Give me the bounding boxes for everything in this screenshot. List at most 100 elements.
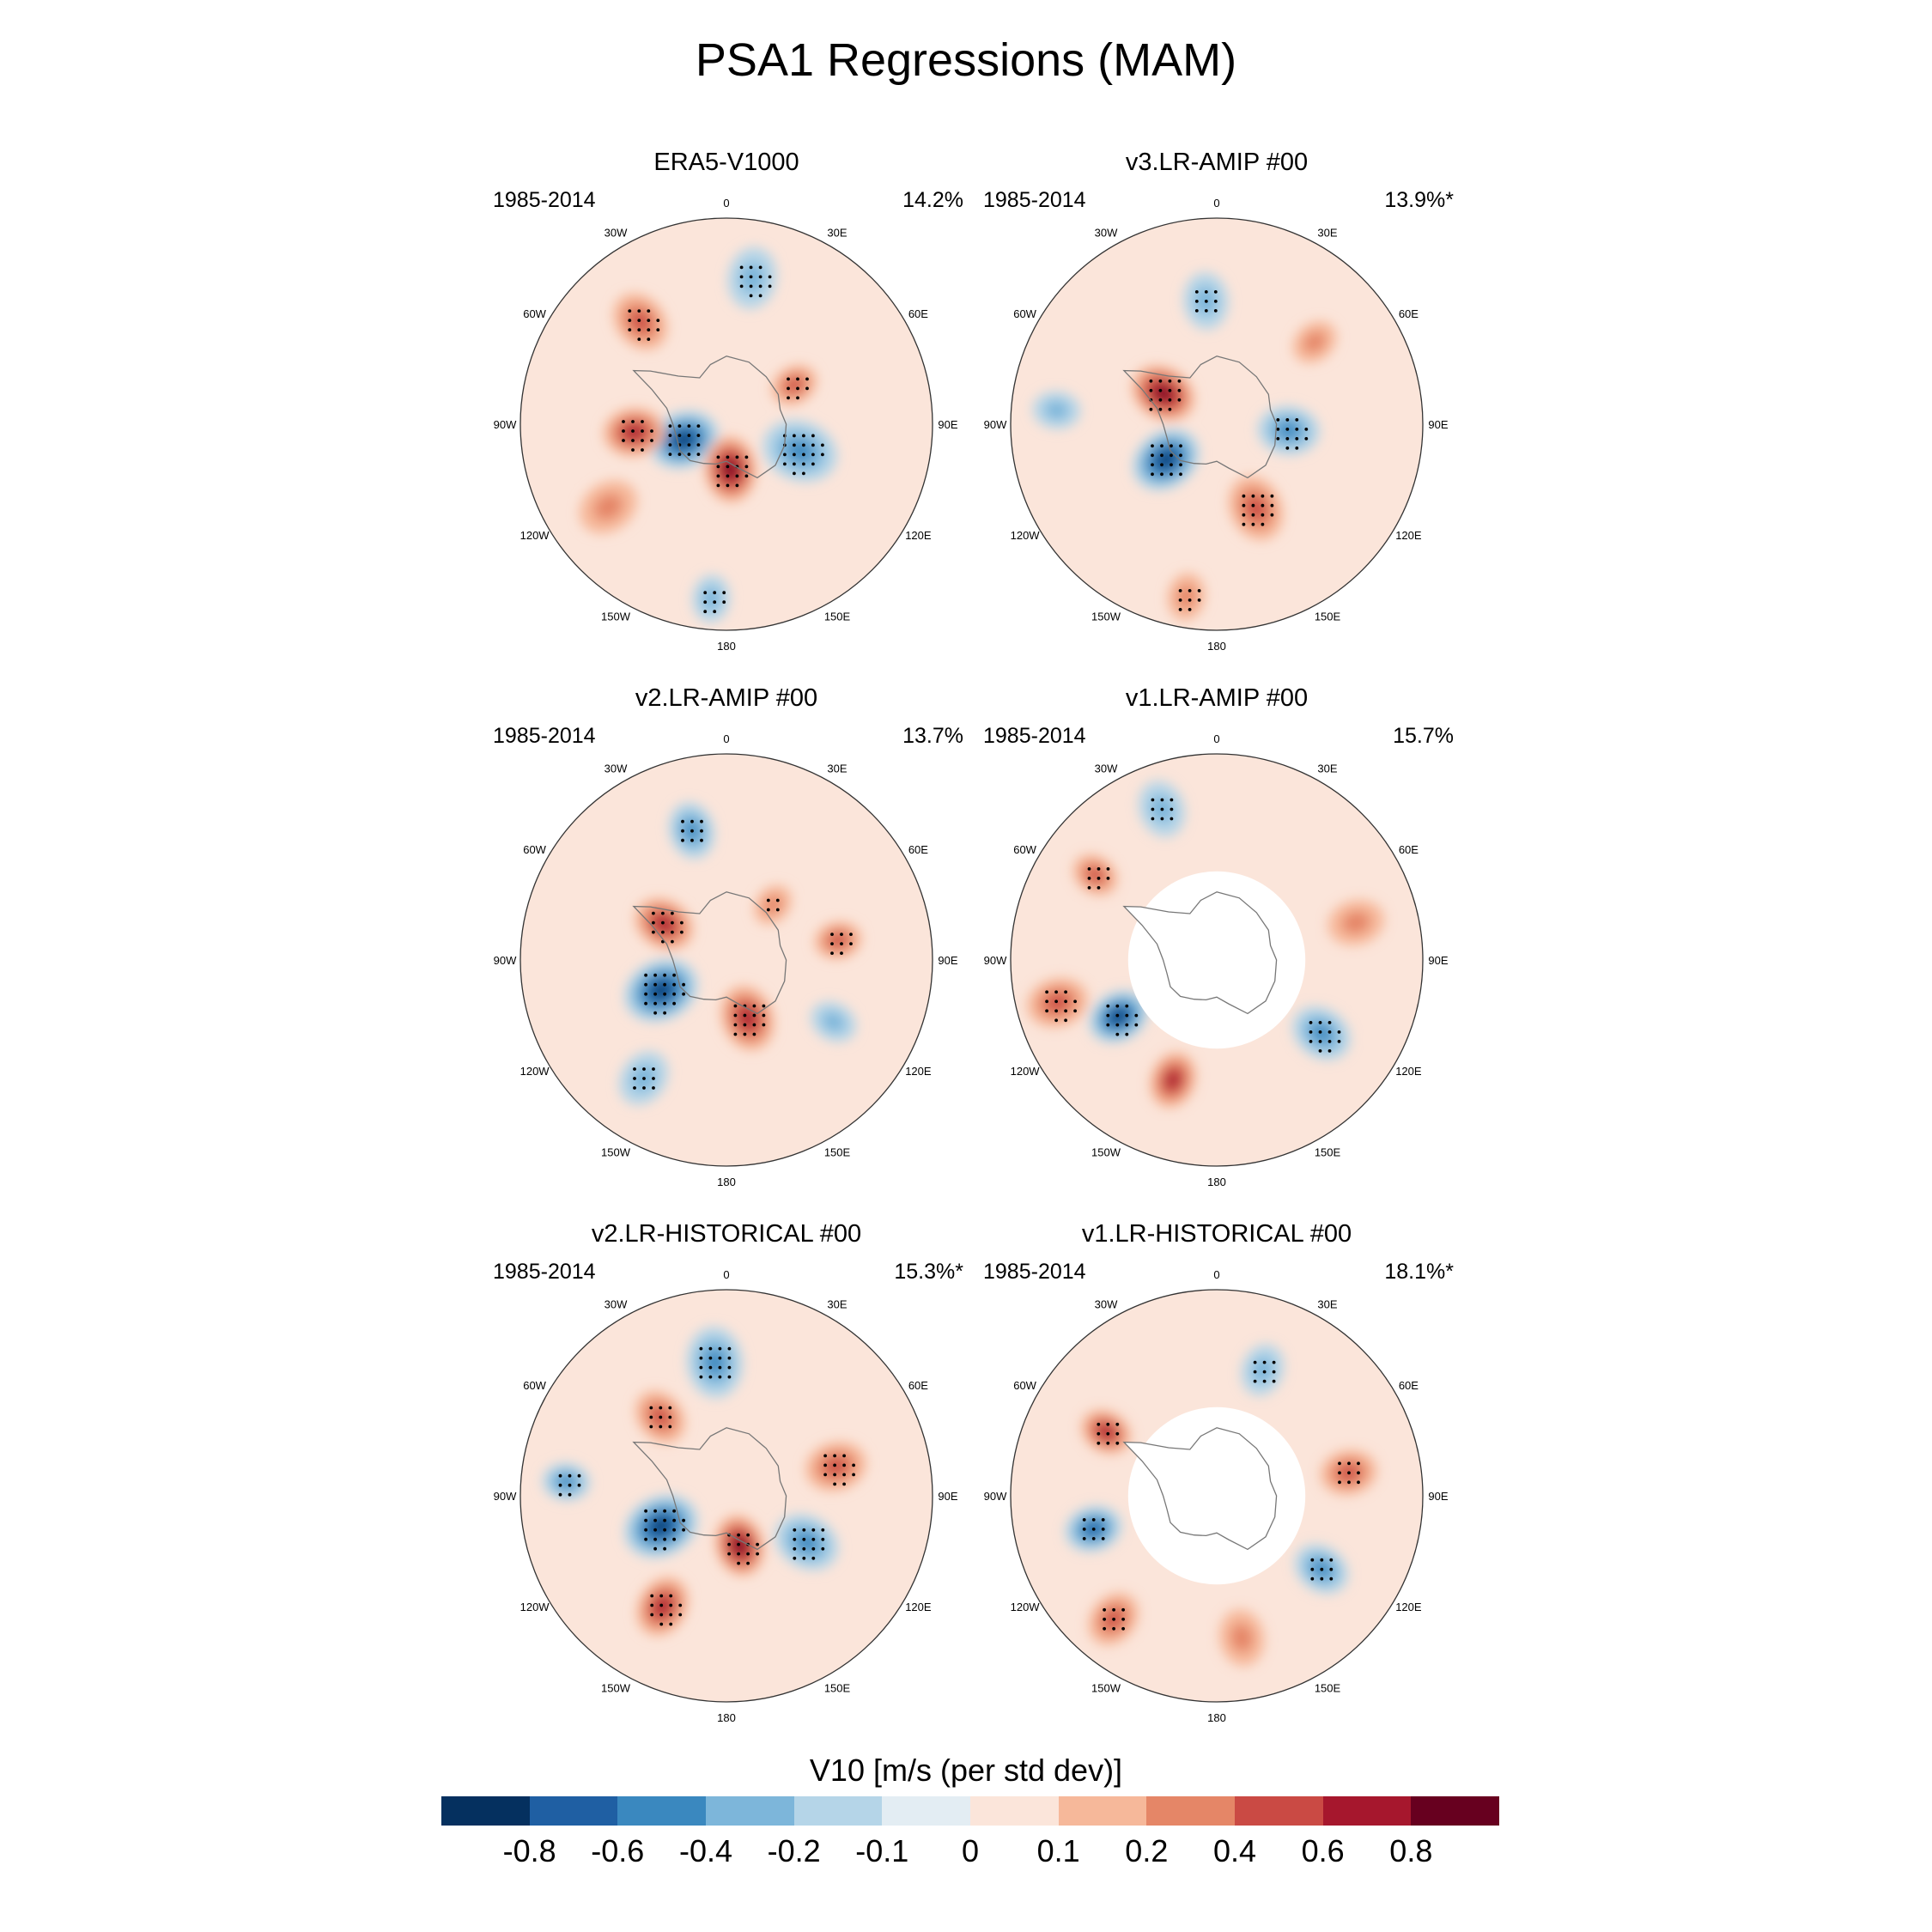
- longitude-label: 150E: [1315, 1145, 1341, 1158]
- longitude-label: 180: [717, 1176, 736, 1188]
- significance-dot: [830, 951, 834, 955]
- panel-title: v1.LR-AMIP #00: [1125, 684, 1309, 712]
- significance-dot: [1097, 1422, 1101, 1426]
- significance-dot: [1329, 1558, 1334, 1562]
- significance-dot: [737, 1542, 740, 1546]
- longitude-label: 120W: [520, 529, 550, 542]
- significance-dot: [1168, 388, 1172, 392]
- longitude-label: 180: [717, 640, 736, 653]
- anomaly-contour: [739, 263, 765, 294]
- significance-dot: [641, 429, 644, 433]
- significance-dot: [783, 462, 787, 466]
- significance-dot: [696, 453, 701, 456]
- significance-dot: [727, 1542, 731, 1546]
- map-panel-v1-historical: v1.LR-HISTORICAL #00 1985-2014 18.1%* 0 3…: [968, 1219, 1466, 1726]
- longitude-label: 90E: [1428, 954, 1448, 967]
- significance-dot: [811, 1556, 816, 1560]
- significance-dot: [631, 429, 635, 433]
- significance-dot: [644, 1528, 647, 1532]
- significance-dot: [802, 462, 805, 466]
- significance-dot: [647, 328, 651, 331]
- significance-dot: [1338, 1480, 1341, 1485]
- significance-dot: [661, 911, 665, 915]
- significance-dot: [796, 396, 799, 400]
- significance-dot: [672, 1001, 676, 1005]
- significance-dot: [726, 455, 730, 459]
- significance-dot: [1170, 817, 1174, 821]
- significance-dot: [663, 1537, 666, 1541]
- significance-dot: [708, 1356, 713, 1360]
- longitude-label: 90W: [984, 1490, 1007, 1503]
- significance-dot: [727, 1346, 732, 1351]
- significance-dot: [1309, 1030, 1313, 1034]
- significance-dot: [722, 591, 726, 595]
- significance-dot: [718, 1356, 722, 1360]
- significance-dot: [752, 1013, 756, 1018]
- longitude-label: 120W: [1011, 1601, 1041, 1613]
- significance-dot: [743, 1032, 747, 1036]
- significance-dot: [690, 838, 694, 842]
- significance-dot: [1170, 463, 1173, 467]
- significance-dot: [696, 434, 701, 437]
- longitude-label: 120E: [1395, 1065, 1422, 1078]
- map-boundary: [1010, 217, 1424, 631]
- polar-map: 0 30E 60E 90E 120E 150E 180 150W 120W 90W 60W 30W: [494, 1268, 958, 1724]
- significance-dot: [1151, 453, 1154, 458]
- significance-dot: [644, 1537, 647, 1541]
- significance-dot: [752, 1023, 756, 1027]
- significance-dot: [663, 1011, 666, 1015]
- significance-dot: [796, 377, 799, 381]
- significance-dot: [805, 386, 809, 391]
- significance-dot: [821, 1528, 825, 1532]
- significance-dot: [821, 443, 824, 447]
- longitude-label: 30E: [827, 1298, 847, 1311]
- significance-dot: [663, 992, 666, 996]
- longitude-label: 0: [723, 197, 729, 210]
- significance-dot: [558, 1483, 562, 1487]
- significance-dot: [680, 930, 683, 934]
- longitude-label: 60E: [908, 1379, 928, 1392]
- significance-dot: [668, 1406, 672, 1410]
- significance-dot: [1097, 1431, 1101, 1436]
- significance-dot: [1101, 1518, 1105, 1522]
- significance-dot: [743, 1023, 747, 1027]
- longitude-label: 60E: [1399, 307, 1419, 320]
- longitude-label: 150E: [1315, 1681, 1341, 1694]
- significance-dot: [653, 1537, 657, 1541]
- significance-dot: [669, 1594, 673, 1598]
- significance-dot: [737, 1552, 740, 1556]
- significance-dot: [1045, 990, 1048, 994]
- significance-dot: [1115, 1004, 1120, 1008]
- significance-dot: [802, 1556, 806, 1560]
- significance-dot: [1112, 1626, 1115, 1631]
- anomaly-contour: [825, 1458, 847, 1475]
- significance-dot: [727, 1552, 731, 1556]
- panel-period: 1985-2014: [493, 1260, 596, 1284]
- significance-dot: [749, 284, 753, 289]
- significance-dot: [1149, 379, 1153, 383]
- antarctica-coastline: [1122, 891, 1278, 1015]
- longitude-label: 120E: [1395, 529, 1422, 542]
- significance-dot: [708, 1346, 713, 1351]
- map-panel-v3-amip: v3.LR-AMIP #00 1985-2014 13.9%* 0 30E 60E 9…: [968, 148, 1466, 654]
- significance-dot: [1101, 1528, 1105, 1531]
- significance-dot: [644, 1518, 647, 1522]
- significance-dot: [668, 424, 672, 428]
- significance-dot: [842, 1463, 846, 1467]
- significance-dot: [733, 1023, 738, 1027]
- significance-dot: [1087, 867, 1091, 871]
- significance-dot: [787, 396, 790, 400]
- polar-map: 0 30E 60E 90E 120E 150E 180 150W 120W 90W 60W 30W: [494, 732, 958, 1188]
- significance-dot: [1134, 1013, 1139, 1018]
- significance-dot: [1318, 1021, 1322, 1024]
- significance-dot: [1087, 886, 1091, 890]
- significance-dot: [669, 1613, 673, 1617]
- map-panel-v1-amip: v1.LR-AMIP #00 1985-2014 15.7% 0 30E 60E 90…: [968, 683, 1466, 1190]
- significance-dot: [668, 443, 672, 447]
- significance-dot: [739, 284, 744, 289]
- significance-dot: [1338, 1471, 1341, 1475]
- significance-dot: [1106, 1013, 1110, 1018]
- significance-dot: [749, 275, 753, 279]
- significance-dot: [690, 819, 694, 823]
- significance-dot: [1179, 453, 1182, 458]
